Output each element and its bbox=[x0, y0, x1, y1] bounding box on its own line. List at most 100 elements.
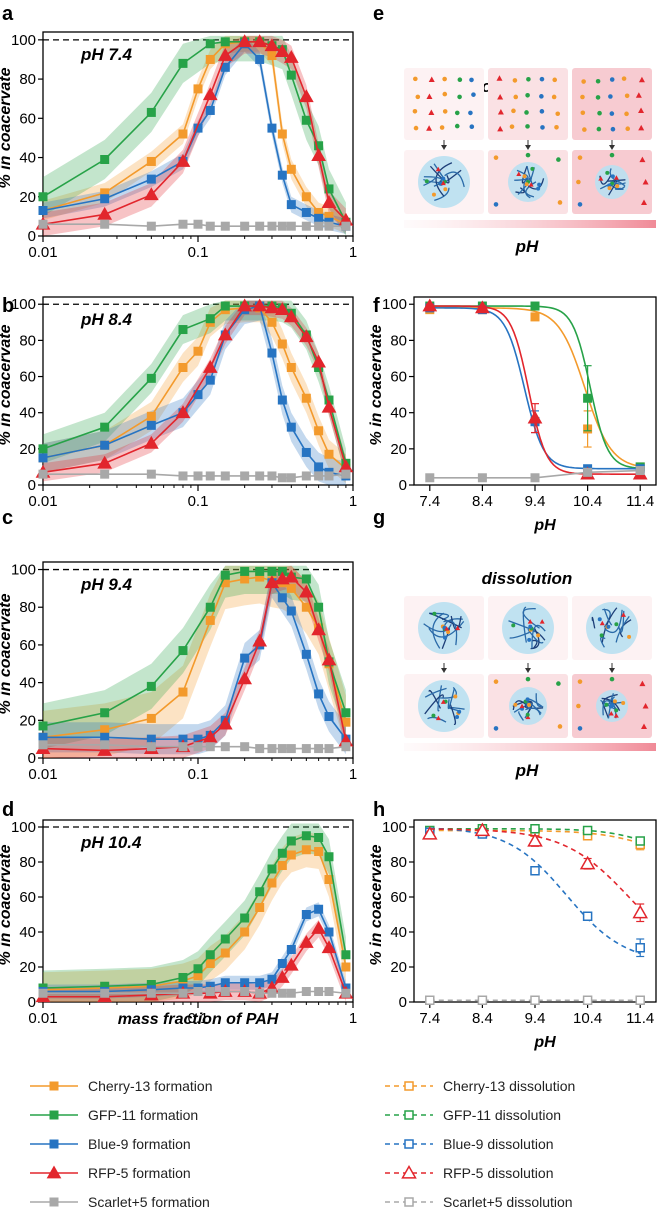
data-point bbox=[178, 742, 188, 752]
y-axis-label: % in coacervate bbox=[368, 844, 385, 965]
protein-dot bbox=[539, 76, 545, 82]
data-point bbox=[255, 471, 265, 481]
y-tick-label: 100 bbox=[382, 819, 407, 836]
data-point bbox=[100, 732, 110, 742]
schematic-dissolution-drawing bbox=[404, 596, 652, 738]
protein-triangle bbox=[598, 176, 604, 181]
series-line bbox=[42, 305, 347, 477]
series-line bbox=[42, 848, 347, 991]
data-point bbox=[277, 959, 287, 968]
protein-triangle bbox=[428, 109, 435, 115]
data-point bbox=[143, 187, 159, 201]
data-point bbox=[425, 995, 435, 1005]
data-point bbox=[146, 156, 156, 166]
protein-triangle bbox=[497, 109, 504, 115]
data-point bbox=[286, 422, 296, 432]
protein-dot bbox=[614, 622, 619, 627]
protein-dot bbox=[605, 170, 610, 175]
data-point bbox=[267, 51, 277, 61]
y-tick-label: 40 bbox=[19, 675, 36, 692]
data-point bbox=[240, 221, 250, 231]
protein-triangle bbox=[599, 620, 605, 626]
data-point bbox=[301, 115, 311, 125]
polymer-strand bbox=[449, 703, 457, 725]
data-point bbox=[267, 878, 277, 888]
data-point bbox=[217, 716, 233, 730]
arrow-head bbox=[609, 145, 615, 150]
data-point bbox=[38, 732, 48, 742]
x-tick-label: 0.01 bbox=[28, 244, 57, 261]
legend-label: GFP-11 formation bbox=[88, 1107, 198, 1123]
data-point bbox=[301, 910, 311, 919]
protein-dot bbox=[471, 92, 476, 97]
data-point bbox=[220, 471, 230, 481]
protein-dot bbox=[528, 624, 533, 629]
legend-item: Scarlet+5 dissolution bbox=[385, 1194, 573, 1210]
protein-dot bbox=[621, 76, 627, 81]
data-point bbox=[321, 399, 337, 413]
series-scarlet bbox=[425, 995, 645, 1005]
protein-dot bbox=[493, 155, 499, 160]
y-tick-label: 80 bbox=[19, 599, 36, 616]
polymer-strand bbox=[604, 609, 623, 634]
data-point bbox=[267, 988, 277, 998]
data-point bbox=[314, 833, 324, 842]
protein-dot bbox=[609, 77, 615, 82]
protein-dot bbox=[455, 715, 460, 720]
x-tick-label: 0.01 bbox=[28, 1010, 57, 1027]
data-point bbox=[324, 184, 334, 194]
data-point bbox=[527, 832, 543, 847]
protein-triangle bbox=[641, 723, 647, 729]
data-point bbox=[324, 927, 334, 937]
data-point bbox=[100, 440, 110, 450]
protein-dot bbox=[612, 699, 617, 704]
protein-dot bbox=[606, 624, 611, 629]
data-point bbox=[301, 192, 311, 202]
data-point bbox=[146, 411, 156, 421]
data-point bbox=[277, 861, 287, 870]
polymer-strand bbox=[443, 620, 458, 646]
data-point bbox=[314, 744, 324, 754]
data-point bbox=[220, 948, 230, 958]
y-tick-label: 80 bbox=[19, 71, 36, 88]
data-point bbox=[341, 469, 351, 479]
protein-dot bbox=[431, 713, 436, 718]
series-band-rfp bbox=[43, 565, 346, 758]
legend-item: Cherry-13 dissolution bbox=[385, 1078, 575, 1094]
x-tick-label: 1 bbox=[349, 766, 357, 783]
data-point bbox=[193, 346, 203, 356]
series-line bbox=[43, 908, 347, 993]
protein-dot bbox=[525, 712, 530, 717]
arrow-head bbox=[441, 668, 447, 673]
polymer-strand bbox=[531, 639, 538, 649]
data-point bbox=[264, 300, 280, 314]
protein-dot bbox=[424, 179, 429, 184]
data-point bbox=[341, 221, 351, 231]
data-point bbox=[530, 473, 540, 483]
data-point bbox=[240, 574, 250, 584]
data-point bbox=[324, 449, 334, 459]
data-point bbox=[277, 988, 287, 998]
data-point bbox=[301, 831, 311, 841]
data-point bbox=[314, 462, 324, 472]
series-cherry bbox=[38, 845, 351, 995]
chart-panel-a: 0 20 40 60 80 100 % in coacervate 0.01 0.1 1 pH 7.… bbox=[0, 31, 357, 261]
y-tick-label: 0 bbox=[28, 228, 36, 245]
data-point bbox=[583, 467, 593, 477]
protein-dot bbox=[627, 634, 632, 639]
fit-curve bbox=[429, 305, 641, 469]
data-point bbox=[146, 107, 156, 117]
protein-dot bbox=[582, 127, 587, 132]
y-tick-label: 100 bbox=[11, 562, 36, 579]
y-tick-label: 60 bbox=[19, 637, 36, 654]
legend-label: Blue-9 formation bbox=[88, 1136, 191, 1152]
data-point bbox=[314, 987, 324, 996]
polymer-strand bbox=[602, 700, 614, 716]
data-point bbox=[311, 622, 326, 636]
protein-triangle bbox=[435, 166, 441, 172]
schematic-tile bbox=[488, 68, 568, 140]
schematic-dissolution-title: dissolution bbox=[482, 569, 573, 588]
legend-item: GFP-11 formation bbox=[30, 1107, 198, 1123]
protein-dot bbox=[493, 679, 499, 684]
data-point bbox=[97, 206, 113, 220]
